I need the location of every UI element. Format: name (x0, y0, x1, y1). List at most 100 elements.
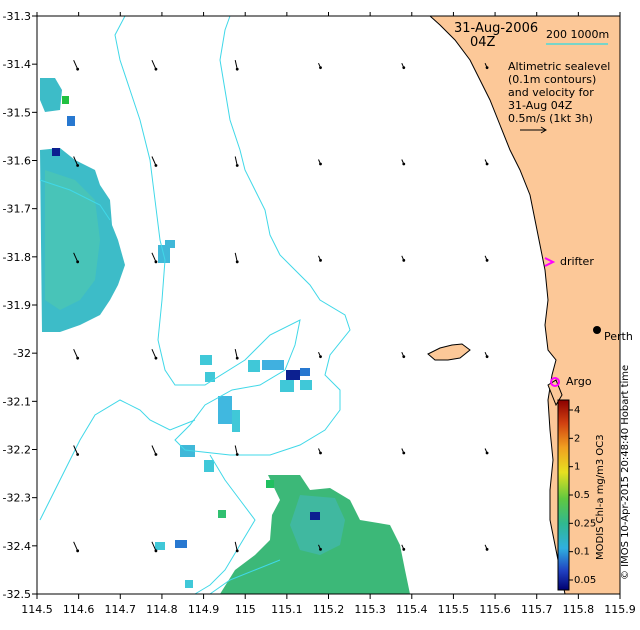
y-tick-label: -32.3 (3, 492, 31, 505)
legend-line-2: (0.1m contours) (508, 73, 596, 86)
velocity-arrow (484, 255, 489, 262)
drifter-marker: drifter (544, 255, 594, 268)
x-tick-label: 115.8 (563, 603, 595, 616)
drifter-icon (544, 257, 556, 267)
velocity-arrow (151, 348, 158, 360)
velocity-arrow (401, 159, 406, 166)
velocity-arrow (484, 62, 489, 70)
colorbar-gradient (557, 399, 570, 591)
y-axis: -31.3 -31.4 -31.5 -31.6 -31.7 -31.8 -31.9 -32 -3… (3, 10, 37, 601)
legend-line-4: 31-Aug 04Z (508, 99, 573, 112)
velocity-arrow (151, 252, 158, 264)
x-tick-label: 115.1 (271, 603, 303, 616)
velocity-arrow (234, 156, 239, 167)
y-tick-label: -32.4 (3, 540, 31, 553)
x-tick-label: 115.7 (521, 603, 553, 616)
velocity-arrow (318, 62, 322, 70)
argo-label: Argo (566, 375, 592, 388)
x-tick-label: 115.3 (354, 603, 386, 616)
velocity-arrow (234, 60, 239, 71)
y-tick-label: -32.1 (3, 395, 31, 408)
velocity-arrow (234, 349, 239, 360)
colorbar-ticks: 4 2 1 0.5 0.25 0.1 0.05 (569, 405, 596, 586)
x-tick-label: 115.4 (396, 603, 428, 616)
city-dot-icon (593, 326, 601, 334)
x-axis: 114.5 114.6 114.7 114.8 114.9 115 115.1 115.2 11… (21, 12, 636, 616)
colorbar-tick-label: 0.25 (574, 518, 596, 529)
colorbar-tick-label: 1 (574, 462, 580, 473)
bathymetry-contours (39, 15, 351, 595)
velocity-arrow (151, 156, 158, 167)
mainland (428, 15, 621, 595)
land (427, 15, 621, 595)
credit-text: © IMOS 10-Apr-2015 20:48:40 Hobart time (620, 365, 631, 580)
velocity-arrow (73, 59, 80, 71)
velocity-arrow (318, 448, 322, 455)
velocity-arrow (401, 62, 406, 70)
velocity-arrow (234, 252, 239, 264)
y-tick-label: -32.5 (3, 588, 31, 601)
legend: Altimetric sealevel (0.1m contours) and … (508, 60, 610, 134)
drifter-label: drifter (560, 255, 594, 268)
chl-patch-north (40, 78, 62, 112)
colorbar-tick-label: 0.05 (574, 575, 596, 586)
velocity-arrow (151, 445, 158, 456)
velocity-arrow (73, 156, 80, 167)
y-tick-label: -31.6 (3, 155, 31, 168)
x-tick-label: 114.8 (146, 603, 178, 616)
arrow-head-icon (540, 126, 547, 134)
contour-200m-south (39, 399, 196, 521)
colorbar: 4 2 1 0.5 0.25 0.1 0.05 MODIS Chl-a mg/m3 OC3 (557, 399, 606, 591)
x-tick-label: 115.9 (604, 603, 636, 616)
velocity-arrow (73, 252, 80, 264)
legend-line-1: Altimetric sealevel (508, 60, 610, 73)
x-tick-label: 115.6 (479, 603, 511, 616)
x-tick-label: 115.2 (313, 603, 345, 616)
velocity-arrow (318, 351, 322, 359)
y-tick-label: -31.8 (3, 251, 31, 264)
y-tick-label: -31.5 (3, 106, 31, 119)
colorbar-tick-label: 0.5 (574, 490, 590, 501)
city-marker: Perth (593, 326, 633, 343)
contour-1000m (114, 15, 351, 456)
y-tick-label: -31.3 (3, 10, 31, 23)
velocity-arrow (484, 544, 489, 551)
x-tick-label: 115.5 (438, 603, 470, 616)
y-tick-label: -32 (13, 347, 31, 360)
colorbar-tick-label: 0.1 (574, 547, 590, 558)
legend-line-3: and velocity for (508, 86, 594, 99)
y-tick-label: -32.2 (3, 444, 31, 457)
velocity-arrow (401, 351, 406, 359)
velocity-arrow (73, 348, 80, 360)
city-label: Perth (604, 330, 633, 343)
velocity-arrow (151, 541, 158, 553)
velocity-arrow (151, 59, 158, 71)
velocity-arrow (484, 351, 489, 359)
x-tick-label: 115 (235, 603, 256, 616)
y-tick-label: -31.4 (3, 58, 31, 71)
y-tick-label: -31.9 (3, 299, 31, 312)
chlorophyll-patches (40, 78, 410, 594)
garden-island (547, 379, 563, 407)
velocity-arrow (401, 448, 406, 455)
velocity-arrow (73, 541, 80, 553)
scale-bar-label: 200 1000m (546, 28, 609, 41)
rottnest-island (427, 343, 471, 361)
velocity-arrow (234, 445, 239, 456)
argo-marker: Argo (550, 375, 592, 388)
x-tick-label: 114.9 (188, 603, 220, 616)
scale-bar: 200 1000m (546, 28, 609, 45)
velocity-arrow (401, 544, 406, 551)
x-tick-label: 114.5 (21, 603, 53, 616)
velocity-arrows (73, 59, 489, 553)
colorbar-tick-label: 2 (574, 433, 580, 444)
x-tick-label: 114.7 (105, 603, 137, 616)
contour-200m-north (39, 179, 111, 221)
y-tick-label: -31.7 (3, 203, 31, 216)
colorbar-tick-label: 4 (574, 405, 580, 416)
velocity-arrow (234, 541, 239, 553)
velocity-arrow (318, 159, 322, 166)
argo-float-icon (550, 377, 560, 387)
velocity-arrow (484, 159, 489, 166)
colorbar-title: MODIS Chl-a mg/m3 OC3 (595, 434, 606, 560)
